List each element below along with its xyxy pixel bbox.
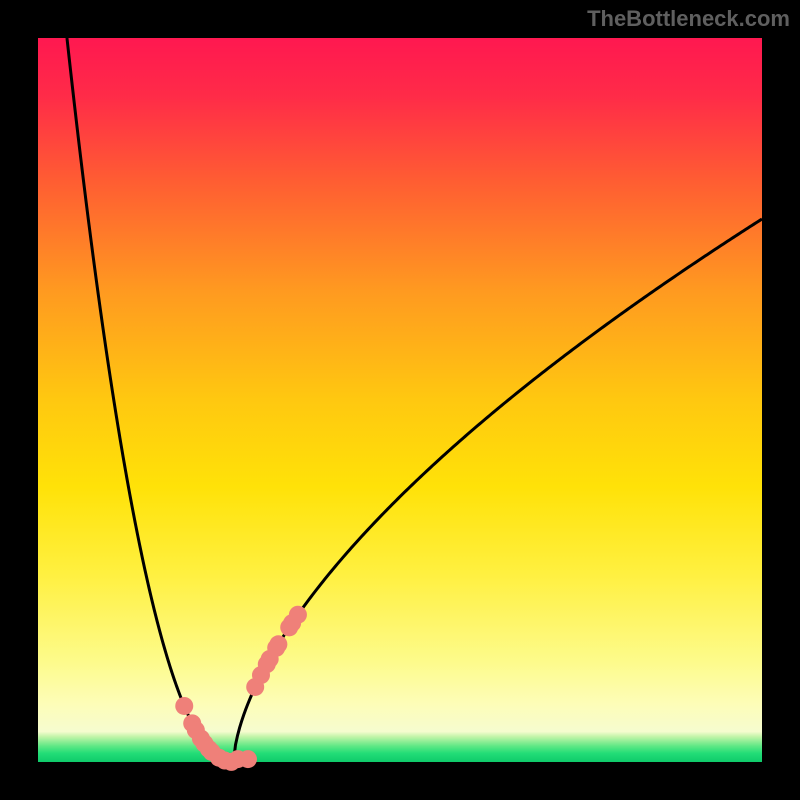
- bottleneck-chart: [0, 0, 800, 800]
- plot-background: [38, 38, 762, 762]
- watermark-text: TheBottleneck.com: [587, 6, 790, 32]
- data-marker: [175, 697, 193, 715]
- data-marker: [269, 635, 287, 653]
- data-marker: [289, 606, 307, 624]
- data-marker: [239, 750, 257, 768]
